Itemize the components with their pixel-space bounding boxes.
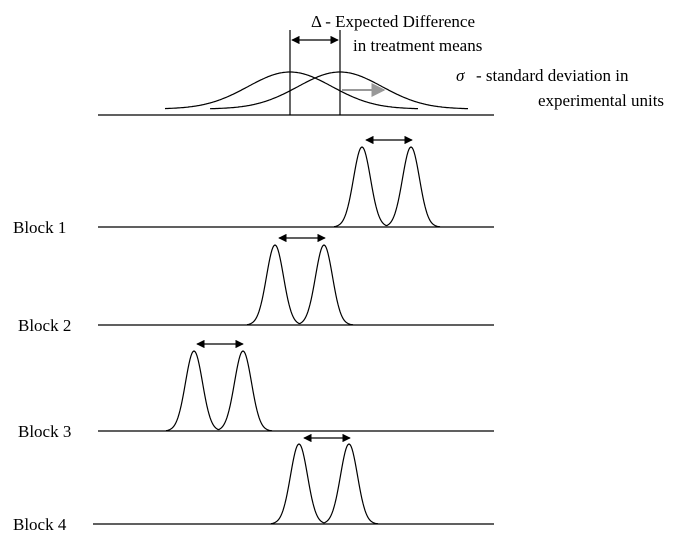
delta-label-line1: Δ - Expected Difference bbox=[311, 12, 475, 31]
sigma-label-line1: - standard deviation in bbox=[476, 66, 629, 85]
block-4-curves bbox=[270, 443, 379, 525]
population-distributions bbox=[98, 30, 494, 116]
delta-label-line2: in treatment means bbox=[353, 36, 482, 55]
block-2-curves bbox=[246, 244, 354, 326]
block-3-label: Block 3 bbox=[18, 422, 71, 441]
block-4: Block 4 bbox=[13, 433, 494, 534]
block-1: Block 1 bbox=[13, 135, 494, 237]
sigma-symbol: σ bbox=[456, 66, 465, 85]
block-3-curves bbox=[165, 350, 273, 432]
block-2: Block 2 bbox=[18, 233, 494, 335]
sigma-label-line2: experimental units bbox=[538, 91, 664, 110]
block-1-label: Block 1 bbox=[13, 218, 66, 237]
block-2-label: Block 2 bbox=[18, 316, 71, 335]
population-curve-treatment-b bbox=[210, 71, 468, 110]
block-1-curves bbox=[333, 146, 441, 228]
block-3: Block 3 bbox=[18, 339, 494, 441]
block-4-label: Block 4 bbox=[13, 515, 67, 534]
population-curve-treatment-a bbox=[164, 71, 418, 110]
